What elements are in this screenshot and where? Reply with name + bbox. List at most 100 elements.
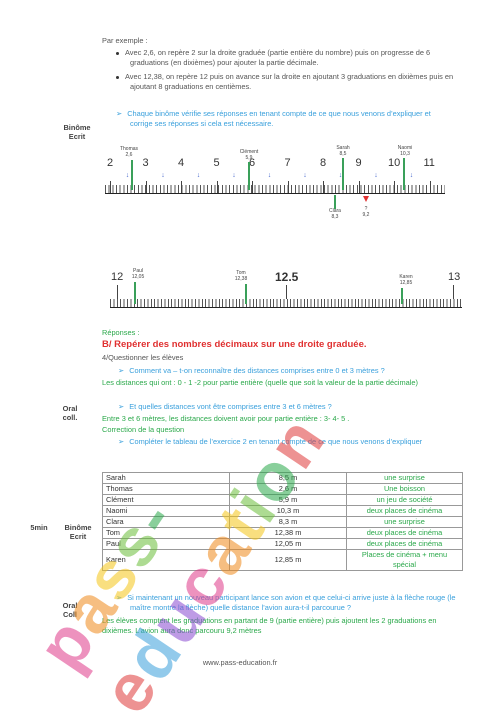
marker-karen: Karen 12,85 bbox=[394, 274, 418, 286]
marker-name: Tom bbox=[236, 270, 246, 276]
side-label-line: Coll bbox=[63, 610, 77, 619]
marker-bar bbox=[403, 158, 405, 190]
side-label-binome-ecrit-2: Binôme Ecrit bbox=[58, 523, 98, 541]
marker-name: Karen bbox=[399, 274, 413, 280]
ruler1-number: 3 bbox=[142, 157, 149, 169]
ruler1-number: 10 bbox=[388, 157, 401, 169]
ruler1-main-tick bbox=[394, 181, 395, 193]
intro-bullet-1: Avec 2,6, on repère 2 sur la droite grad… bbox=[116, 48, 460, 68]
marker-bar bbox=[131, 160, 133, 190]
ruler1-main-tick bbox=[429, 181, 431, 193]
marker-name: ? bbox=[364, 206, 368, 212]
number-line-ticks bbox=[110, 299, 462, 307]
step-label: 4/Questionner les élèves bbox=[102, 353, 184, 362]
ruler1-main-tick bbox=[252, 181, 253, 193]
number-line-axis bbox=[105, 193, 445, 194]
down-arrow-icon: ↓ bbox=[338, 172, 343, 179]
ruler1-main-tick bbox=[216, 181, 218, 193]
bullet-icon bbox=[116, 51, 119, 55]
marker-naomi: Naomi 10,3 bbox=[392, 145, 418, 157]
table-row: Karen 12,85 m Places de cinéma + menu spéc… bbox=[102, 549, 463, 571]
question-text: Et quelles distances vont être comprises… bbox=[129, 402, 332, 411]
footer-url[interactable]: www.pass-education.fr bbox=[202, 658, 278, 667]
number-line-axis bbox=[110, 307, 462, 308]
table-row: Sarah 8,5 m une surprise bbox=[102, 472, 463, 484]
marker-bar bbox=[342, 158, 344, 190]
ruler1-number: 7 bbox=[284, 157, 291, 169]
marker-unknown: ? 9,2 bbox=[360, 206, 372, 218]
bullet-text: Avec 12,38, on repère 12 puis on avance … bbox=[125, 72, 454, 91]
intro-bullet-2: Avec 12,38, on repère 12 puis on avance … bbox=[116, 72, 460, 92]
marker-value: 8,3 bbox=[331, 214, 339, 220]
table-cell-gift: Une boisson bbox=[346, 483, 463, 495]
ruler2-number: 12.5 bbox=[275, 270, 299, 284]
marker-tom: Tom 12,38 bbox=[230, 270, 252, 282]
bullet-icon bbox=[116, 75, 119, 79]
side-label-line: Ecrit bbox=[69, 532, 87, 541]
down-arrow-icon: ↓ bbox=[374, 172, 378, 179]
ruler1-number: 11 bbox=[423, 157, 435, 169]
ruler1-main-tick bbox=[323, 181, 324, 193]
down-arrow-icon: ↓ bbox=[161, 172, 165, 179]
ruler1-number: 5 bbox=[213, 157, 220, 169]
instruction-text: Compléter le tableau de l’exercice 2 en … bbox=[129, 437, 423, 446]
marker-value: 12,38 bbox=[234, 276, 248, 282]
arrow-icon: ➢ bbox=[118, 366, 125, 375]
table-cell-gift: deux places de cinéma bbox=[346, 527, 463, 539]
marker-value: 9,2 bbox=[362, 212, 370, 218]
ruler1-number: 4 bbox=[178, 157, 185, 169]
bullet-text: Avec 2,6, on repère 2 sur la droite grad… bbox=[125, 48, 431, 67]
answer-1: Les distances qui ont : 0 - 1 -2 pour pa… bbox=[102, 378, 418, 387]
marker-thomas: Thomas 2,6 bbox=[114, 146, 144, 158]
table-cell-gift: Places de cinéma + menu spécial bbox=[346, 549, 463, 571]
table-cell-gift: deux places de cinéma bbox=[346, 538, 463, 550]
marker-sarah: Sarah 8,5 bbox=[332, 145, 354, 157]
marker-name: Clément bbox=[239, 149, 259, 155]
marker-bar bbox=[245, 284, 247, 304]
results-table: Sarah 8,5 m une surprise Thomas 2,6 m Une boi… bbox=[102, 472, 463, 571]
arrow-icon: ➢ bbox=[116, 109, 123, 118]
responses-label: Réponses : bbox=[102, 328, 140, 337]
marker-value: 2,6 bbox=[125, 152, 133, 158]
ruler1-number: 8 bbox=[320, 157, 327, 169]
ruler1-main-tick bbox=[145, 181, 147, 193]
complete-instruction: ➢ Compléter le tableau de l’exercice 2 en… bbox=[118, 437, 452, 447]
down-arrow-icon: ↓ bbox=[196, 172, 201, 179]
down-arrow-icon: ↓ bbox=[232, 172, 236, 179]
arrow-icon: ➢ bbox=[118, 437, 125, 446]
question-text: Comment va – t-on reconnaître des distan… bbox=[129, 366, 385, 375]
marker-name: Thomas bbox=[119, 146, 139, 152]
ruler2-main-tick bbox=[286, 285, 287, 299]
marker-name: Clara bbox=[329, 208, 341, 214]
marker-value: 12,05 bbox=[131, 274, 145, 280]
ruler1-number: 9 bbox=[355, 157, 362, 169]
side-label-line: coll. bbox=[62, 413, 78, 422]
table-cell-gift: deux places de cinéma bbox=[346, 505, 463, 517]
check-text: Chaque binôme vérifie ses réponses en te… bbox=[127, 109, 431, 128]
marker-bar bbox=[334, 195, 336, 209]
marker-clara: Clara 8,3 bbox=[324, 208, 346, 220]
side-label-oral-coll-2: Oral Coll bbox=[50, 601, 90, 619]
arrow-icon: ➢ bbox=[116, 593, 123, 602]
table-cell-gift: une surprise bbox=[346, 472, 463, 484]
ruler1-main-tick bbox=[181, 181, 182, 193]
table-cell-gift: un jeu de société bbox=[346, 494, 463, 506]
down-arrow-icon: ↓ bbox=[267, 172, 272, 179]
final-question: ➢ Si maintenant un nouveau participant la… bbox=[116, 593, 465, 613]
marker-paul: Paul 12,05 bbox=[126, 268, 150, 280]
ruler2-number: 13 bbox=[448, 271, 461, 283]
ruler1-main-tick bbox=[110, 181, 111, 193]
intro-lead: Par exemple : bbox=[102, 36, 148, 45]
marker-bar bbox=[401, 288, 403, 304]
side-label-line: Binôme bbox=[64, 523, 92, 532]
marker-name: Naomi bbox=[397, 145, 413, 151]
side-label-line: Oral bbox=[62, 601, 78, 610]
ruler2-main-tick bbox=[453, 285, 454, 299]
check-instruction: ➢ Chaque binôme vérifie ses réponses en t… bbox=[116, 109, 450, 129]
time-label: 5min bbox=[30, 523, 48, 532]
marker-value: 5,9 bbox=[245, 155, 253, 161]
correction-label: Correction de la question bbox=[102, 425, 185, 434]
final-question-emphasis: quelle distance l’avion aura-t-il parcou… bbox=[210, 603, 352, 612]
down-arrow-icon: ↓ bbox=[303, 172, 307, 179]
final-question-text: Si maintenant un nouveau participant lan… bbox=[127, 593, 456, 612]
